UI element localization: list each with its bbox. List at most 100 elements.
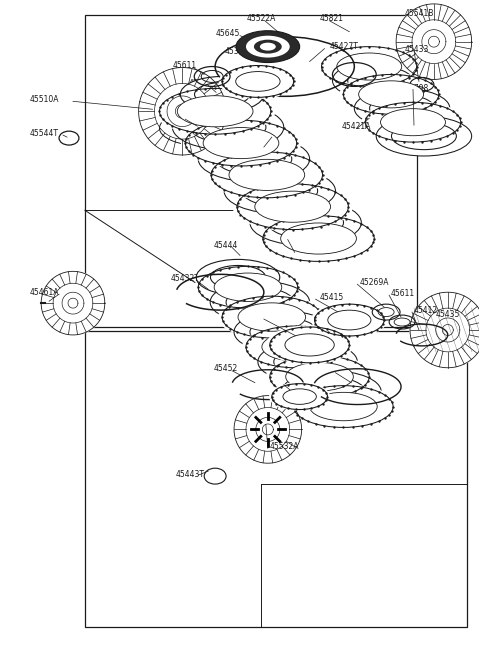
Ellipse shape [311,303,388,337]
Ellipse shape [339,73,443,116]
Ellipse shape [226,288,294,316]
Ellipse shape [269,383,330,411]
Text: 45541B: 45541B [405,9,434,18]
Ellipse shape [216,143,292,174]
Text: 45415: 45415 [320,293,344,302]
Ellipse shape [258,214,379,263]
Ellipse shape [318,45,421,88]
Ellipse shape [224,168,336,214]
Ellipse shape [177,96,253,127]
Ellipse shape [266,354,373,400]
Ellipse shape [242,324,349,369]
Ellipse shape [233,182,353,231]
Text: 45427T: 45427T [270,233,299,242]
Ellipse shape [214,273,282,301]
Ellipse shape [218,64,297,99]
Ellipse shape [236,31,300,62]
Ellipse shape [262,333,329,361]
Text: 45427T: 45427T [329,42,359,51]
Ellipse shape [268,207,344,238]
Ellipse shape [359,81,423,108]
Ellipse shape [361,101,465,143]
Ellipse shape [328,310,371,330]
Ellipse shape [381,109,445,136]
Ellipse shape [298,377,365,406]
Ellipse shape [196,259,280,295]
Polygon shape [41,271,105,335]
Ellipse shape [198,136,310,182]
Text: 45461A: 45461A [29,288,59,297]
Ellipse shape [172,104,284,150]
Text: 45435: 45435 [436,310,460,318]
Ellipse shape [242,176,318,206]
Ellipse shape [210,265,265,289]
Ellipse shape [281,223,357,254]
Text: 45532A: 45532A [270,442,300,451]
Text: 45521: 45521 [188,79,213,88]
Text: 45522A: 45522A [247,14,276,24]
Text: 45443T: 45443T [175,470,204,479]
Ellipse shape [159,110,247,146]
Text: 45510A: 45510A [29,95,59,104]
Ellipse shape [173,116,233,140]
Ellipse shape [286,362,353,391]
Text: 45451: 45451 [285,378,309,387]
Polygon shape [396,4,472,79]
Text: 45432T: 45432T [170,274,199,283]
Ellipse shape [258,341,357,383]
Text: 45269A: 45269A [360,278,389,287]
Ellipse shape [238,303,306,331]
Ellipse shape [207,150,327,200]
Ellipse shape [250,318,318,346]
Text: 45444: 45444 [213,241,238,250]
Polygon shape [410,292,480,367]
Ellipse shape [246,36,290,58]
Polygon shape [139,67,226,155]
Ellipse shape [411,124,419,132]
Ellipse shape [250,200,361,246]
Ellipse shape [229,159,305,191]
Text: 45821: 45821 [320,14,344,24]
Text: 45524A: 45524A [248,141,277,151]
Ellipse shape [236,71,280,91]
Text: 45452: 45452 [213,364,238,373]
Ellipse shape [155,86,275,136]
Ellipse shape [194,83,250,106]
Polygon shape [234,396,301,463]
Ellipse shape [285,334,334,356]
Text: 45410C: 45410C [379,96,408,105]
Ellipse shape [290,384,397,429]
Text: 45798: 45798 [405,84,429,93]
Ellipse shape [266,326,353,365]
Ellipse shape [274,348,341,376]
Ellipse shape [203,128,279,159]
Ellipse shape [210,281,310,323]
Text: 45611: 45611 [391,289,415,298]
Ellipse shape [376,116,472,156]
Ellipse shape [181,119,301,168]
Ellipse shape [337,53,402,80]
Text: 45385B: 45385B [247,312,276,322]
Bar [85,15,417,331]
Text: 45421A: 45421A [341,122,371,130]
Text: 45544T: 45544T [29,128,58,138]
Ellipse shape [190,111,266,143]
Ellipse shape [392,122,456,149]
Ellipse shape [310,392,377,421]
Ellipse shape [234,311,334,353]
Ellipse shape [282,371,381,413]
Ellipse shape [255,191,331,222]
Ellipse shape [333,60,428,100]
Ellipse shape [370,95,434,122]
Text: 45441A: 45441A [337,366,367,375]
Ellipse shape [218,295,325,339]
Ellipse shape [194,265,301,310]
Text: 45645: 45645 [215,29,240,38]
Text: 45433: 45433 [405,45,430,54]
Ellipse shape [254,40,282,54]
Ellipse shape [260,43,276,50]
Ellipse shape [180,77,264,112]
Text: 45385B: 45385B [225,47,254,56]
Text: 45514: 45514 [168,114,192,122]
Ellipse shape [283,389,316,404]
